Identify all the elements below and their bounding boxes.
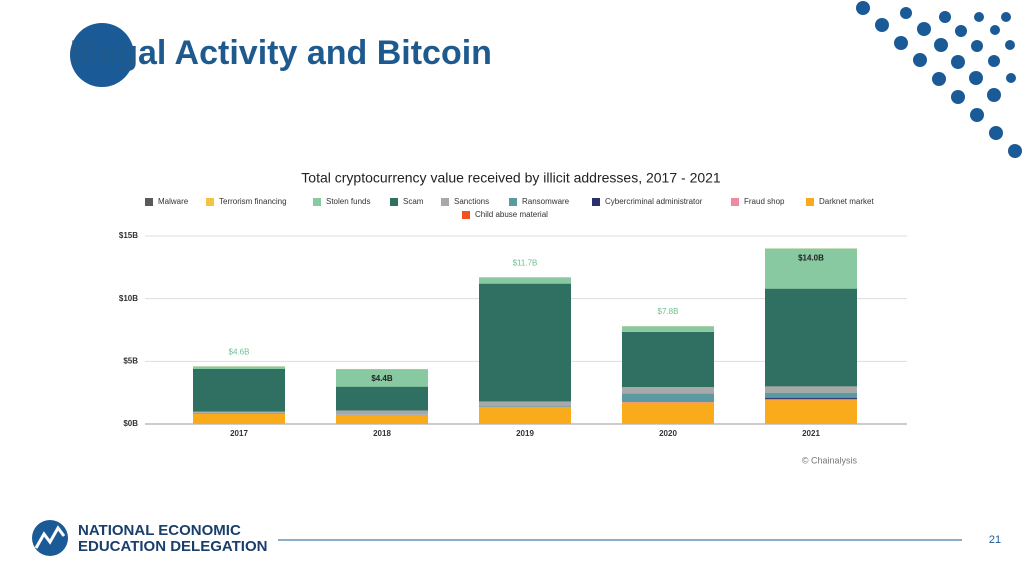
total-label: $14.0B	[798, 254, 824, 263]
total-label: $4.4B	[371, 374, 393, 383]
dot-pattern	[856, 1, 1022, 158]
legend-swatch	[145, 198, 153, 206]
legend-swatch	[592, 198, 600, 206]
legend-swatch	[313, 198, 321, 206]
legend-swatch	[206, 198, 214, 206]
y-tick-label: $0B	[123, 419, 138, 428]
legend-label: Scam	[403, 197, 424, 206]
bar-segment	[336, 410, 428, 414]
legend-label: Child abuse material	[475, 210, 548, 219]
y-tick-label: $15B	[119, 231, 138, 240]
bar-segment	[765, 400, 857, 401]
chart-title: Total cryptocurrency value received by i…	[301, 170, 721, 186]
bar-segment	[479, 277, 571, 283]
y-tick-label: $5B	[123, 356, 138, 365]
legend-swatch	[441, 198, 449, 206]
bar-segment	[622, 403, 714, 424]
bar-segment	[479, 406, 571, 407]
total-label: $11.7B	[513, 258, 538, 267]
legend-label: Fraud shop	[744, 197, 785, 206]
source: © Chainalysis	[802, 455, 858, 465]
bar-segment	[765, 398, 857, 399]
x-tick-label: 2017	[230, 429, 248, 438]
legend-label: Darknet market	[819, 197, 874, 206]
bar-segment	[622, 326, 714, 332]
legend-label: Malware	[158, 197, 189, 206]
bar-segment	[622, 393, 714, 402]
legend-label: Terrorism financing	[219, 197, 287, 206]
logo-text: NATIONAL ECONOMIC	[78, 522, 241, 539]
legend-swatch	[509, 198, 517, 206]
logo-text: EDUCATION DELEGATION	[78, 538, 267, 555]
bar-segment	[622, 387, 714, 393]
bar-segment	[622, 332, 714, 387]
slide-title: Illegal Activity and Bitcoin	[70, 34, 492, 72]
legend-label: Sanctions	[454, 197, 489, 206]
bar-segment	[193, 414, 285, 424]
bar-segment	[336, 415, 428, 424]
legend-swatch	[806, 198, 814, 206]
y-tick-label: $10B	[119, 294, 138, 303]
legend-swatch	[462, 211, 470, 219]
legend-swatch	[731, 198, 739, 206]
x-tick-label: 2020	[659, 429, 677, 438]
x-tick-label: 2019	[516, 429, 534, 438]
x-tick-label: 2018	[373, 429, 391, 438]
bar-segment	[193, 366, 285, 369]
total-label: $4.6B	[229, 347, 250, 356]
bar-segment	[336, 387, 428, 411]
bar-segment	[193, 369, 285, 412]
legend-label: Stolen funds	[326, 197, 370, 206]
total-label: $7.8B	[658, 307, 679, 316]
bar-segment	[479, 401, 571, 406]
legend-label: Cybercriminal administrator	[605, 197, 703, 206]
bar-segment	[765, 399, 857, 400]
bar-segment	[193, 413, 285, 414]
bar-segment	[193, 412, 285, 413]
legend-swatch	[390, 198, 398, 206]
bar-segment	[336, 414, 428, 415]
bar-segment	[765, 400, 857, 424]
x-tick-label: 2021	[802, 429, 820, 438]
bar-segment	[479, 408, 571, 424]
bar-segment	[765, 393, 857, 398]
bar-segment	[765, 289, 857, 387]
page-number: 21	[989, 534, 1001, 546]
bar-segment	[479, 284, 571, 402]
bar-segment	[765, 386, 857, 392]
legend-label: Ransomware	[522, 197, 570, 206]
logo: NATIONAL ECONOMIC EDUCATION DELEGATION	[32, 520, 267, 556]
